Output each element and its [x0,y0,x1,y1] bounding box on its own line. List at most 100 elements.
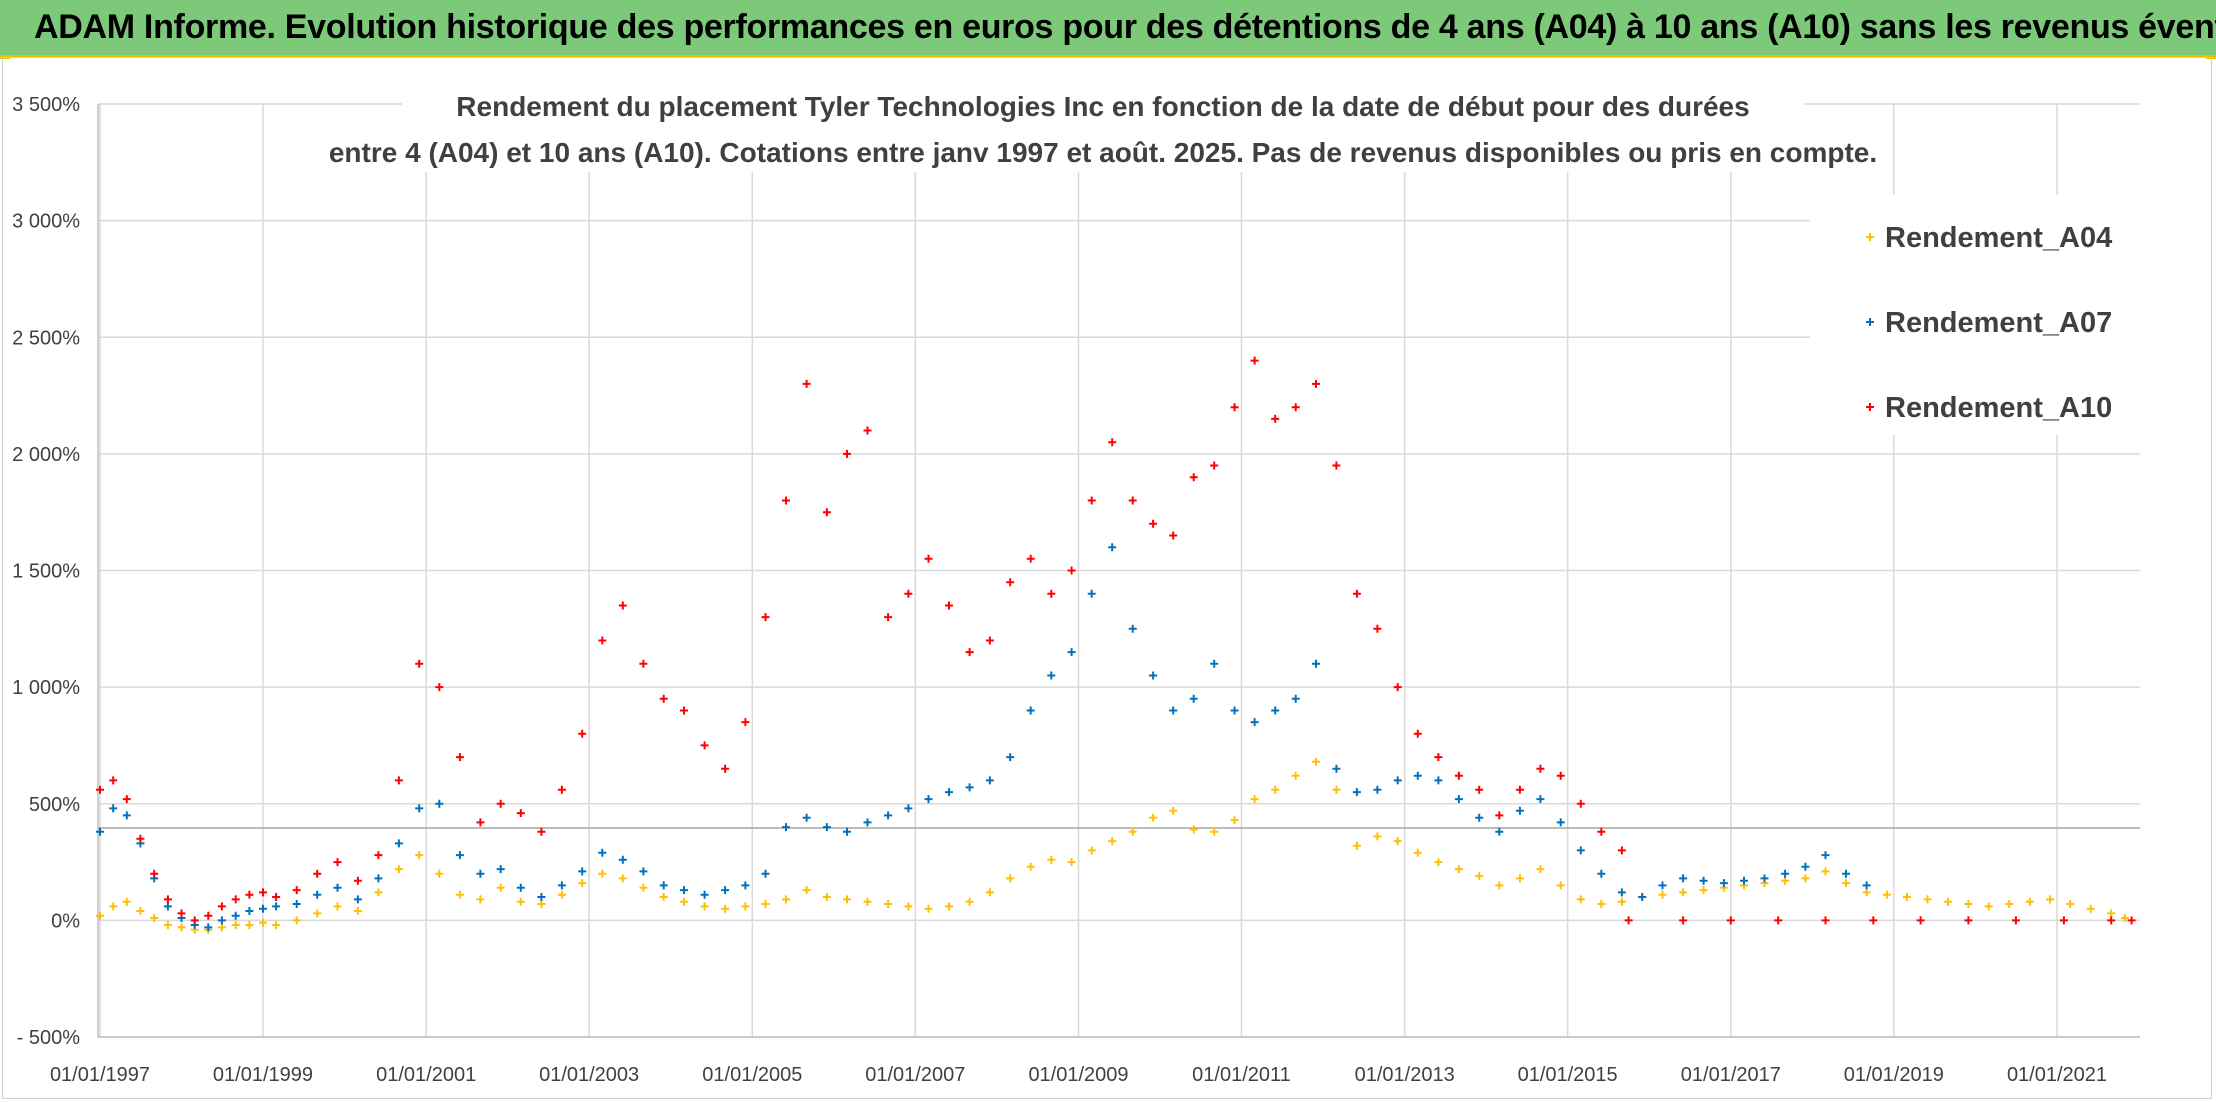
point-Rendement_A07 [415,804,424,813]
point-Rendement_A07 [965,783,974,792]
point-Rendement_A04 [476,895,485,904]
point-Rendement_A07 [476,869,485,878]
point-Rendement_A10 [680,706,688,715]
point-Rendement_A04 [1903,893,1911,901]
point-Rendement_A10 [537,827,546,836]
x-tick-label: 01/01/2001 [376,1064,476,1086]
point-Rendement_A10 [374,851,383,860]
point-Rendement_A04 [945,902,953,911]
point-Rendement_A04 [1781,876,1790,885]
point-Rendement_A07 [782,823,790,832]
point-Rendement_A04 [1312,757,1320,766]
chart-title-background [402,80,1804,172]
point-Rendement_A04 [217,923,226,932]
y-tick-label: 1 500% [12,561,80,583]
point-Rendement_A07 [557,881,566,890]
point-Rendement_A04 [122,897,131,906]
point-Rendement_A04 [782,895,790,904]
point-Rendement_A04 [1699,886,1708,895]
legend: Rendement_A04 Rendement_A07 Rendement_A10 [1810,195,2140,435]
point-Rendement_A10 [96,785,104,794]
point-Rendement_A04 [516,897,525,906]
point-Rendement_A04 [1679,888,1688,897]
point-Rendement_A10 [1149,519,1158,528]
point-Rendement_A07 [659,881,668,890]
x-tick-label: 01/01/2013 [1355,1064,1455,1086]
point-Rendement_A07 [1597,869,1606,878]
point-Rendement_A04 [1495,881,1504,890]
point-Rendement_A04 [1576,895,1585,904]
point-Rendement_A07 [516,883,525,892]
point-Rendement_A04 [2066,900,2075,908]
point-Rendement_A04 [1373,832,1382,841]
point-Rendement_A07 [1169,706,1178,715]
point-Rendement_A04 [245,921,254,929]
point-Rendement_A07 [1801,862,1810,871]
point-Rendement_A04 [1128,827,1137,836]
point-Rendement_A07 [231,911,240,920]
point-Rendement_A10 [1230,403,1239,412]
point-Rendement_A07 [1617,888,1626,897]
point-Rendement_A04 [1026,862,1035,871]
point-Rendement_A07 [259,904,267,913]
series-Rendement_A10 [96,356,2136,925]
point-Rendement_A04 [96,911,104,920]
point-Rendement_A04 [1882,890,1891,899]
point-Rendement_A07 [1271,706,1280,715]
point-Rendement_A10 [904,589,913,598]
point-Rendement_A10 [1067,566,1076,575]
x-tick-label: 01/01/2011 [1192,1064,1291,1086]
point-Rendement_A04 [374,888,383,897]
point-Rendement_A07 [1781,869,1790,878]
legend-label-Rendement_A04: Rendement_A04 [1885,222,2112,254]
x-tick-label: 01/01/1999 [213,1064,313,1086]
point-Rendement_A04 [802,886,811,895]
point-Rendement_A07 [1719,879,1728,888]
point-Rendement_A07 [802,813,811,822]
data-points [96,356,2136,934]
point-Rendement_A10 [1475,785,1484,794]
point-Rendement_A04 [109,902,118,911]
point-Rendement_A07 [741,881,750,890]
point-Rendement_A10 [1821,916,1830,925]
point-Rendement_A10 [190,916,199,925]
point-Rendement_A10 [1128,496,1137,505]
point-Rendement_A04 [598,869,607,878]
point-Rendement_A10 [2059,916,2068,925]
point-Rendement_A04 [313,909,322,918]
legend-marker-Rendement_A10 [1866,403,1874,411]
legend-marker-Rendement_A04 [1866,233,1874,241]
chart-title-line-1: Rendement du placement Tyler Technologie… [456,91,1749,122]
x-tick-label: 01/01/2005 [702,1064,802,1086]
point-Rendement_A07 [1006,753,1015,762]
point-Rendement_A10 [1169,531,1178,540]
point-Rendement_A10 [1087,496,1096,505]
point-Rendement_A10 [578,729,587,738]
point-Rendement_A04 [353,907,362,915]
point-Rendement_A10 [761,613,770,622]
point-Rendement_A07 [1312,659,1320,668]
point-Rendement_A04 [177,923,186,932]
y-tick-label: 2 500% [12,327,80,349]
point-Rendement_A07 [1842,869,1850,878]
point-Rendement_A04 [884,900,893,908]
point-Rendement_A07 [245,907,254,915]
point-Rendement_A07 [1862,881,1871,890]
point-Rendement_A04 [578,879,587,888]
point-Rendement_A07 [1495,827,1504,836]
point-Rendement_A07 [1434,776,1443,785]
header-banner: ADAM Informe. Evolution historique des p… [0,0,2216,57]
legend-label-Rendement_A10: Rendement_A10 [1885,392,2112,424]
point-Rendement_A04 [1271,785,1280,794]
point-Rendement_A04 [1352,841,1361,850]
point-Rendement_A04 [1597,900,1606,908]
point-Rendement_A04 [1108,837,1117,846]
point-Rendement_A07 [204,923,213,932]
point-Rendement_A07 [1373,785,1382,794]
point-Rendement_A07 [496,865,505,874]
point-Rendement_A04 [618,874,627,883]
point-Rendement_A04 [1923,895,1932,904]
point-Rendement_A10 [985,636,994,645]
point-Rendement_A04 [985,888,994,897]
point-Rendement_A04 [680,897,688,906]
